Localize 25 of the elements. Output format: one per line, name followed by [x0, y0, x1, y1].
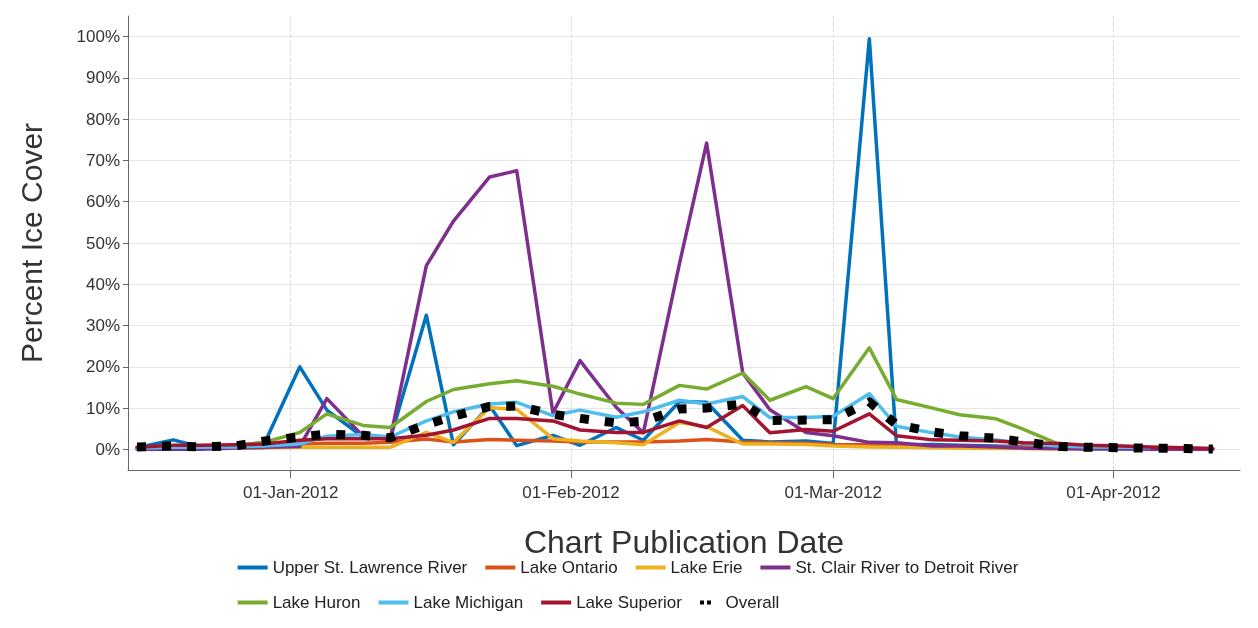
x-tick-label: 01-Apr-2012	[1066, 483, 1161, 502]
y-tick-label: 100%	[76, 27, 120, 47]
x-tick-label: 01-Mar-2012	[784, 483, 882, 502]
legend-label: Upper St. Lawrence River	[272, 558, 468, 577]
y-tick-label: 50%	[85, 233, 120, 253]
y-tick-label: 40%	[85, 274, 120, 294]
x-axis-title: Chart Publication Date	[523, 524, 845, 560]
y-tick-label: 80%	[85, 109, 120, 129]
legend-label: Lake Superior	[576, 593, 683, 612]
y-tick-label: 20%	[85, 357, 120, 377]
legend-label: Lake Michigan	[413, 593, 524, 612]
legend-label: Lake Ontario	[520, 558, 618, 577]
legend-label: St. Clair River to Detroit River	[795, 558, 1019, 577]
y-tick-label: 60%	[85, 192, 120, 212]
legend-label: Lake Erie	[670, 558, 743, 577]
x-tick-label: 01-Jan-2012	[243, 483, 339, 502]
legend-label: Lake Huron	[272, 593, 361, 612]
x-tick-label: 01-Feb-2012	[522, 483, 620, 502]
legend-label: Overall	[725, 593, 780, 612]
y-tick-label: 10%	[85, 398, 120, 418]
y-tick-label: 30%	[85, 316, 120, 336]
y-tick-label: 90%	[85, 68, 120, 88]
y-axis-title: Percent Ice Cover	[14, 122, 48, 364]
y-tick-label: 70%	[85, 150, 120, 170]
y-tick-label: 0%	[95, 439, 120, 459]
